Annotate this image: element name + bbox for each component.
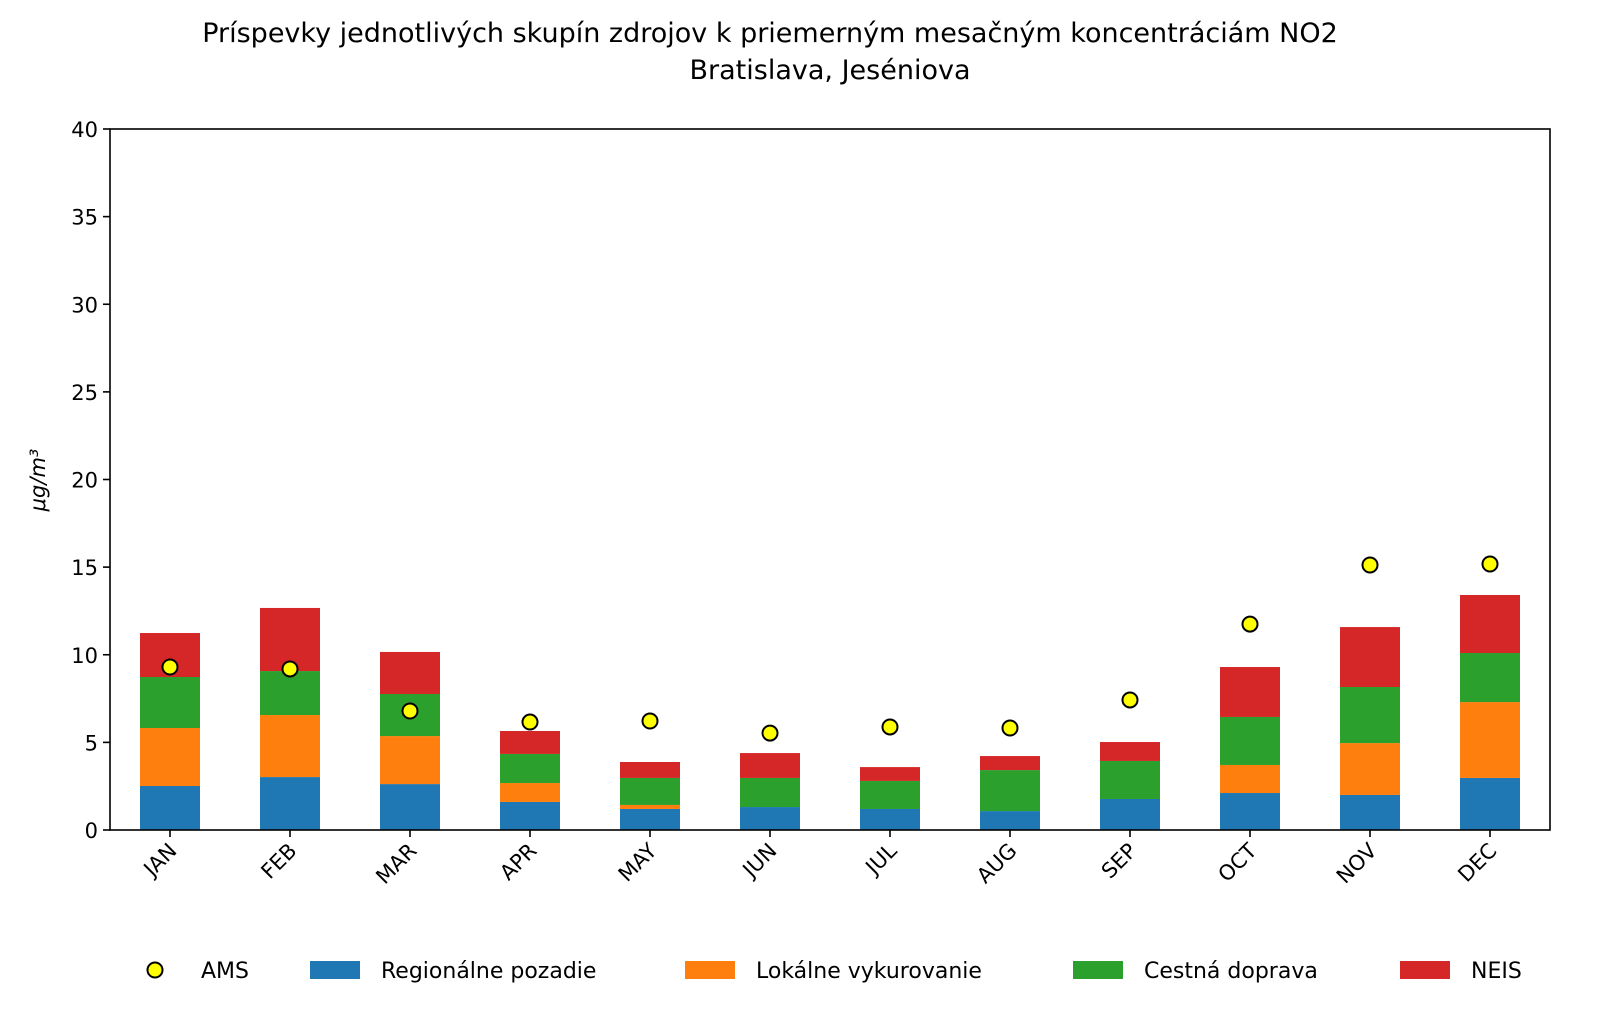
- bar-jan-series-1: [140, 728, 200, 787]
- bar-nov-series-3: [1340, 627, 1400, 687]
- bar-apr-series-0: [500, 801, 560, 830]
- bar-dec-series-2: [1460, 652, 1520, 703]
- x-tick-label: JAN: [138, 839, 182, 883]
- ams-point-may: [641, 712, 659, 730]
- y-tick-label: 20: [71, 469, 98, 493]
- legend-swatch-3: [1400, 961, 1450, 979]
- x-tick-label: JUN: [737, 839, 782, 884]
- x-tick-label: AUG: [972, 839, 1022, 889]
- bar-mar-series-1: [380, 736, 440, 785]
- bar-jul-series-3: [860, 767, 920, 781]
- bar-jul-series-0: [860, 808, 920, 830]
- bar-jan-series-2: [140, 677, 200, 729]
- bar-apr-series-2: [500, 753, 560, 784]
- ams-point-aug: [1001, 719, 1019, 737]
- bar-apr-series-3: [500, 730, 560, 754]
- x-tick-label: JUL: [860, 838, 902, 880]
- ams-point-jun: [761, 724, 779, 742]
- bar-sep-series-2: [1100, 760, 1160, 799]
- bar-jul-series-2: [860, 780, 920, 809]
- y-axis-label: μg/m³: [26, 449, 50, 513]
- bar-mar-series-3: [380, 651, 440, 695]
- bar-feb-series-0: [260, 777, 320, 830]
- bar-nov-series-0: [1340, 794, 1400, 830]
- ams-point-mar: [401, 702, 419, 720]
- bar-jan-series-0: [140, 786, 200, 830]
- legend-swatch-1: [685, 961, 735, 979]
- bar-may-series-0: [620, 808, 680, 830]
- y-tick-label: 0: [85, 819, 98, 843]
- bar-dec-series-1: [1460, 702, 1520, 778]
- bar-aug-series-0: [980, 811, 1040, 830]
- y-tick-label: 10: [71, 644, 98, 668]
- plot-frame: [109, 128, 1551, 831]
- x-tick-label: OCT: [1213, 838, 1261, 886]
- ams-point-dec: [1481, 555, 1499, 573]
- x-tick-label: APR: [495, 839, 541, 885]
- bar-dec-series-0: [1460, 777, 1520, 830]
- y-tick-label: 30: [71, 293, 98, 317]
- y-tick-label: 40: [71, 118, 98, 142]
- bar-nov-series-2: [1340, 686, 1400, 744]
- legend-marker-ams: [146, 961, 164, 979]
- ams-point-feb: [281, 660, 299, 678]
- bar-nov-series-1: [1340, 743, 1400, 795]
- ams-point-jan: [161, 658, 179, 676]
- bar-may-series-1: [620, 804, 680, 809]
- legend-label-ams: AMS: [201, 959, 249, 984]
- bar-feb-series-1: [260, 715, 320, 778]
- legend-swatch-0: [310, 961, 360, 979]
- legend-swatch-2: [1073, 961, 1123, 979]
- y-tick-label: 15: [71, 556, 98, 580]
- x-tick-label: NOV: [1332, 838, 1382, 888]
- legend-label-0: Regionálne pozadie: [381, 959, 596, 984]
- bar-dec-series-3: [1460, 594, 1520, 653]
- bar-jun-series-2: [740, 777, 800, 808]
- bar-may-series-2: [620, 777, 680, 805]
- x-tick-label: FEB: [256, 839, 301, 884]
- ams-point-nov: [1361, 556, 1379, 574]
- x-tick-label: MAR: [371, 839, 421, 889]
- bar-aug-series-2: [980, 770, 1040, 812]
- ams-point-jul: [881, 718, 899, 736]
- bar-feb-series-2: [260, 671, 320, 716]
- y-tick-label: 5: [85, 731, 98, 755]
- legend-label-2: Cestná doprava: [1144, 959, 1318, 984]
- bar-jun-series-3: [740, 753, 800, 778]
- y-tick-label: 25: [71, 381, 98, 405]
- x-tick-label: DEC: [1453, 839, 1501, 887]
- bar-apr-series-1: [500, 783, 560, 802]
- bar-jun-series-0: [740, 807, 800, 830]
- legend-label-1: Lokálne vykurovanie: [756, 959, 982, 984]
- bar-oct-series-0: [1220, 793, 1280, 830]
- bar-oct-series-3: [1220, 667, 1280, 717]
- bar-sep-series-3: [1100, 742, 1160, 761]
- x-tick-label: MAY: [614, 838, 662, 886]
- ams-point-oct: [1241, 615, 1259, 633]
- legend-label-3: NEIS: [1471, 959, 1522, 984]
- x-tick-label: SEP: [1097, 839, 1142, 884]
- bar-sep-series-0: [1100, 798, 1160, 830]
- ams-point-sep: [1121, 691, 1139, 709]
- chart-title: Príspevky jednotlivých skupín zdrojov k …: [202, 18, 1338, 49]
- ams-point-apr: [521, 713, 539, 731]
- bar-oct-series-2: [1220, 716, 1280, 765]
- bar-may-series-3: [620, 762, 680, 778]
- bar-mar-series-0: [380, 784, 440, 830]
- bar-oct-series-1: [1220, 764, 1280, 794]
- legend: AMS Regionálne pozadie Lokálne vykurovanie…: [146, 959, 1522, 984]
- chart-subtitle: Bratislava, Jeséniova: [690, 55, 971, 86]
- y-tick-label: 35: [71, 206, 98, 230]
- bar-aug-series-3: [980, 756, 1040, 771]
